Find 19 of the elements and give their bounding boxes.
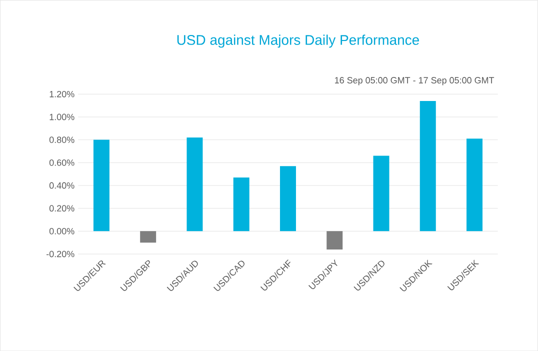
bar [466, 138, 483, 232]
bar [420, 100, 436, 232]
bar [186, 137, 203, 232]
y-tick-label: 0.20% [49, 205, 74, 212]
bar [93, 140, 110, 232]
y-tick-label: 1.00% [50, 114, 74, 120]
bar [373, 156, 390, 232]
bar [326, 231, 343, 250]
bar [280, 166, 296, 232]
y-tick-label: 0.80% [49, 136, 74, 143]
bar [140, 231, 156, 243]
y-tick-label: 0.00% [49, 228, 74, 234]
y-tick-label: -0.20% [46, 250, 74, 258]
chart-title: USD against Majors Daily Performance [177, 34, 419, 48]
y-tick-label: 0.40% [49, 182, 74, 189]
y-tick-label: 0.60% [49, 159, 74, 166]
chart-subtitle: 16 Sep 05:00 GMT - 17 Sep 05:00 GMT [335, 77, 494, 86]
y-tick-label: 1.20% [50, 90, 74, 98]
bar [233, 177, 250, 232]
